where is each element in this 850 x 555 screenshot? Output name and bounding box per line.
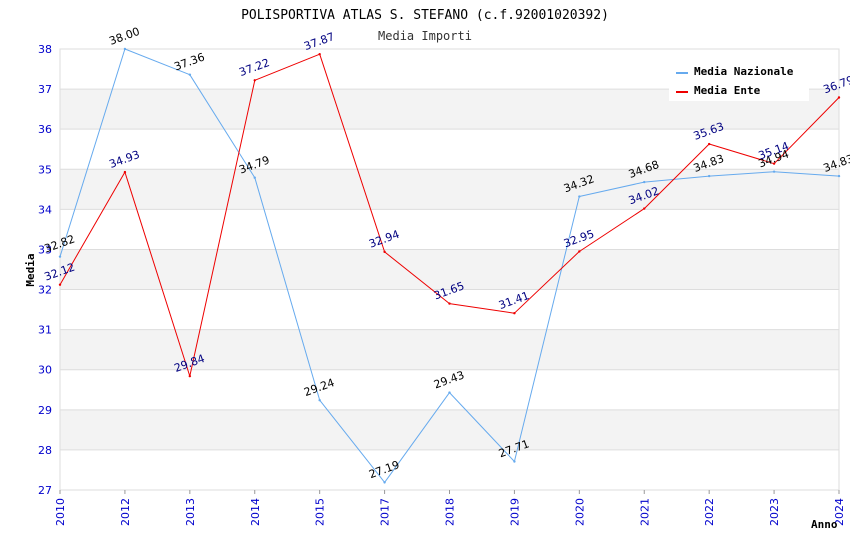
y-tick-label: 38 bbox=[38, 43, 52, 56]
x-tick-label: 2022 bbox=[703, 498, 716, 526]
y-tick-label: 31 bbox=[38, 324, 52, 337]
data-point-media-nazionale bbox=[253, 176, 256, 179]
data-label-media-nazionale: 29.24 bbox=[302, 376, 336, 399]
data-point-media-ente bbox=[578, 250, 581, 253]
grid-band bbox=[60, 409, 839, 450]
data-point-media-ente bbox=[837, 96, 841, 99]
y-tick-label: 28 bbox=[38, 444, 52, 457]
y-tick-label: 35 bbox=[38, 163, 52, 176]
chart-title: POLISPORTIVA ATLAS S. STEFANO (c.f.92001… bbox=[241, 8, 609, 23]
legend-label-media-nazionale: Media Nazionale bbox=[694, 65, 794, 78]
y-tick-label: 29 bbox=[38, 404, 52, 417]
data-point-media-ente bbox=[707, 142, 711, 146]
legend-label-media-ente: Media Ente bbox=[694, 84, 761, 97]
data-label-media-ente: 34.93 bbox=[107, 148, 141, 171]
x-tick-label: 2010 bbox=[54, 498, 67, 526]
data-point-media-nazionale bbox=[837, 174, 841, 178]
x-tick-label: 2014 bbox=[249, 498, 262, 526]
data-point-media-ente bbox=[772, 162, 776, 165]
data-point-media-nazionale bbox=[383, 481, 386, 484]
data-point-media-nazionale bbox=[448, 391, 451, 394]
x-tick-label: 2019 bbox=[508, 498, 521, 526]
data-point-media-ente bbox=[383, 250, 386, 254]
data-point-media-nazionale bbox=[513, 460, 516, 463]
x-tick-label: 2018 bbox=[444, 498, 457, 526]
data-label-media-ente: 32.95 bbox=[562, 227, 596, 250]
data-point-media-ente bbox=[643, 207, 646, 210]
data-point-media-ente bbox=[123, 170, 127, 174]
data-label-media-nazionale: 27.19 bbox=[367, 458, 401, 481]
y-axis-label: Media bbox=[24, 253, 37, 286]
data-point-media-nazionale bbox=[188, 73, 192, 76]
y-tick-label: 37 bbox=[38, 83, 52, 96]
data-point-media-ente bbox=[188, 374, 192, 378]
x-axis-label: Anno bbox=[811, 518, 838, 531]
data-label-media-ente: 31.41 bbox=[497, 289, 531, 312]
x-tick-label: 2020 bbox=[573, 498, 586, 526]
legend-box bbox=[669, 60, 809, 101]
data-point-media-nazionale bbox=[318, 398, 321, 402]
grid-band bbox=[60, 249, 839, 290]
data-point-media-nazionale bbox=[643, 180, 646, 184]
data-point-media-ente bbox=[58, 283, 62, 286]
data-point-media-ente bbox=[253, 79, 256, 82]
x-tick-label: 2024 bbox=[833, 498, 846, 526]
data-point-media-nazionale bbox=[772, 170, 776, 173]
y-tick-label: 32 bbox=[38, 284, 52, 297]
data-point-media-nazionale bbox=[58, 255, 62, 258]
chart-subtitle: Media Importi bbox=[378, 29, 472, 43]
y-tick-label: 30 bbox=[38, 364, 52, 377]
x-tick-label: 2015 bbox=[314, 498, 327, 526]
y-tick-label: 27 bbox=[38, 484, 52, 497]
x-tick-label: 2021 bbox=[638, 498, 651, 526]
y-tick-label: 33 bbox=[38, 243, 52, 256]
grid-band bbox=[60, 329, 839, 370]
x-tick-label: 2017 bbox=[379, 498, 392, 526]
data-label-media-nazionale: 38.00 bbox=[107, 25, 141, 48]
data-point-media-nazionale bbox=[707, 174, 711, 178]
x-axis-ticks: 2010 2012 2013 2014 2015 2017 2018 2019 2020 2021… bbox=[54, 490, 846, 526]
data-point-media-nazionale bbox=[123, 47, 127, 51]
series-lines bbox=[58, 47, 841, 484]
legend: Media Nazionale Media Ente bbox=[669, 60, 809, 101]
x-tick-label: 2023 bbox=[768, 498, 781, 526]
data-point-media-ente bbox=[318, 53, 321, 56]
data-point-media-nazionale bbox=[578, 195, 581, 198]
y-axis-ticks: 27 28 29 30 31 32 33 34 35 36 37 38 bbox=[38, 43, 52, 497]
data-label-media-ente: 37.87 bbox=[302, 30, 336, 53]
data-label-media-ente: 32.94 bbox=[367, 228, 401, 251]
background-bands bbox=[60, 89, 839, 450]
data-point-media-ente bbox=[448, 302, 451, 305]
x-tick-label: 2013 bbox=[184, 498, 197, 526]
data-label-media-nazionale: 37.36 bbox=[172, 50, 206, 73]
x-tick-label: 2012 bbox=[119, 498, 132, 526]
y-tick-label: 34 bbox=[38, 203, 52, 216]
y-tick-label: 36 bbox=[38, 123, 52, 136]
data-label-media-nazionale: 29.43 bbox=[432, 368, 466, 391]
data-point-media-ente bbox=[513, 311, 516, 315]
